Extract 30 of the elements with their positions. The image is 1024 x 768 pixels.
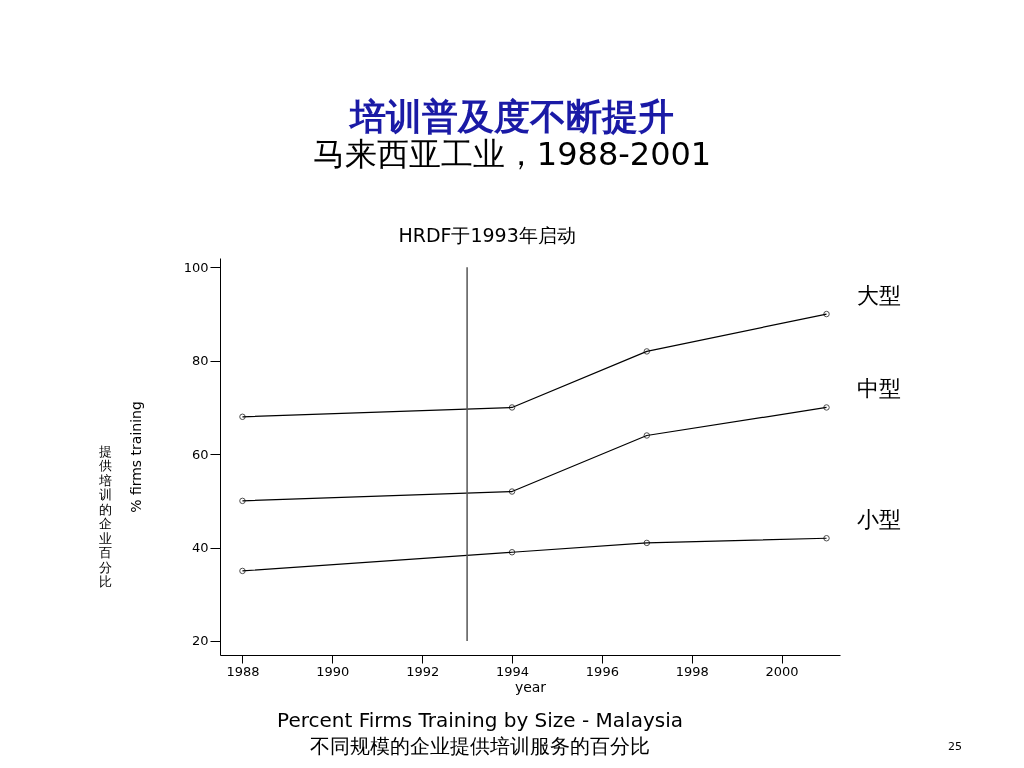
point	[508, 488, 516, 495]
x-tick-label: 2000	[765, 663, 799, 679]
text: 25	[948, 740, 962, 753]
text: 不同规模的企业提供培训服务的百分比	[310, 734, 650, 758]
text: 提供培训的企业百分比	[98, 443, 112, 589]
x-tick-label: 1988	[226, 663, 260, 679]
chart-subtitle: 马来西亚工业，1988-2001	[312, 135, 712, 173]
x-axis-title: year	[514, 678, 547, 695]
y-tick-label: 100	[183, 259, 209, 275]
x-tick-label: 1990	[316, 663, 350, 679]
point	[508, 549, 516, 556]
x-tick-label: 1992	[406, 663, 440, 679]
y-tick-label: 20	[191, 633, 209, 649]
point	[508, 404, 516, 411]
y-tick-label: 80	[191, 353, 209, 369]
x-tick-label: 1998	[675, 663, 709, 679]
y-axis-title: % firms training	[127, 401, 144, 513]
y-tick-label: 40	[191, 540, 209, 556]
series-label: 小型	[856, 507, 901, 533]
point	[643, 432, 651, 439]
ref-line-label: HRDF于1993年启动	[398, 224, 576, 246]
series-label: 大型	[856, 283, 901, 309]
series-label: 中型	[856, 376, 901, 402]
point	[643, 348, 651, 355]
chart-title: 培训普及度不断提升	[348, 96, 674, 137]
y-tick-label: 60	[191, 446, 209, 462]
x-tick-label: 1996	[585, 663, 619, 679]
x-tick-label: 1994	[495, 663, 530, 679]
text: Percent Firms Training by Size - Malaysia	[277, 708, 683, 732]
point	[643, 539, 651, 547]
